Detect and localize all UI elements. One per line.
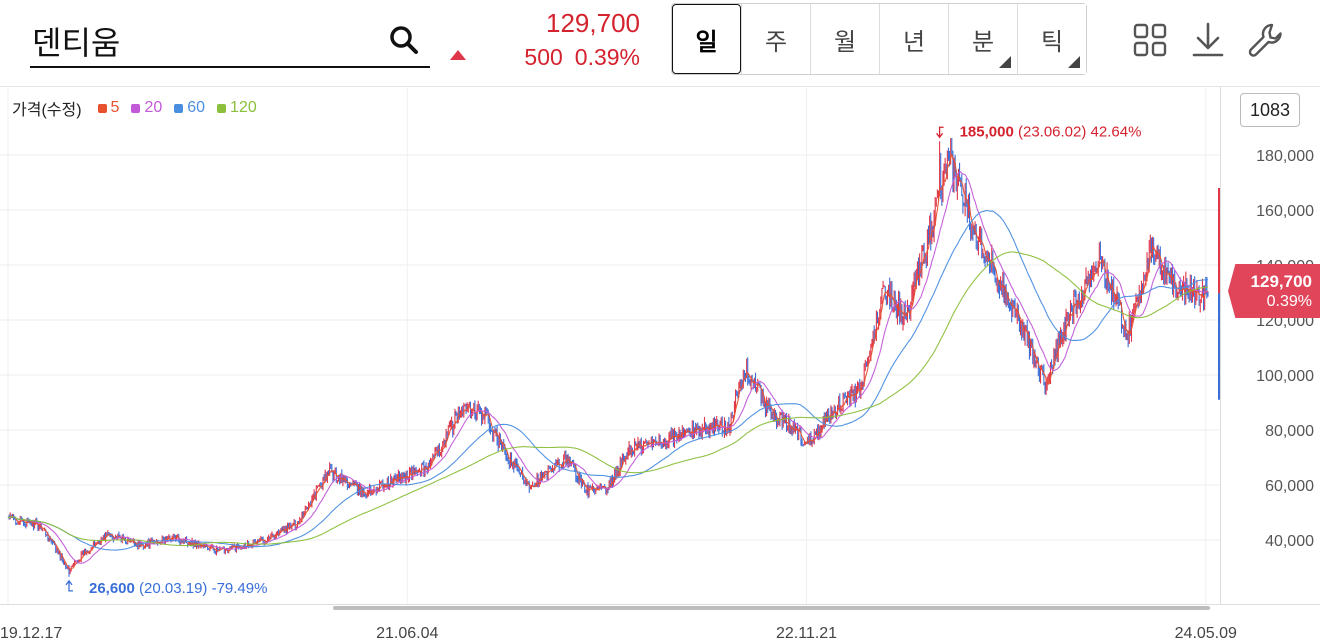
submenu-corner-icon — [999, 56, 1011, 68]
period-label: 월 — [833, 27, 857, 56]
high-annotation: 185,000 (23.06.02) 42.64% — [960, 123, 1142, 140]
period-label: 일 — [695, 27, 718, 56]
y-tick-label: 100,000 — [1256, 368, 1314, 385]
y-tick-label: 80,000 — [1265, 423, 1314, 440]
period-tab-week[interactable]: 주 — [741, 4, 810, 74]
period-selector: 일 주 월 년 분 틱 — [671, 3, 1087, 75]
x-tick-label: 19.12.17 — [0, 625, 62, 641]
moving-average-20 — [7, 171, 1209, 564]
x-tick-label: 24.05.09 — [1175, 625, 1237, 641]
legend-item-ma120[interactable]: 120 — [217, 99, 257, 117]
legend-label: 60 — [187, 99, 206, 116]
period-label: 틱 — [1040, 27, 1064, 56]
low-marker-arrow — [65, 579, 73, 592]
search-icon[interactable] — [388, 24, 420, 56]
price-tag-percent: 0.39% — [1266, 293, 1312, 310]
period-tab-year[interactable]: 년 — [879, 4, 948, 74]
stock-search-field[interactable]: 덴티움 — [30, 14, 430, 68]
y-tick-label: 180,000 — [1256, 148, 1314, 165]
high-detail: (23.06.02) 42.64% — [1018, 123, 1141, 140]
low-value: 26,600 — [89, 580, 139, 597]
legend-label: 120 — [230, 99, 257, 116]
legend-item-ma20[interactable]: 20 — [131, 99, 162, 117]
low-detail: (20.03.19) -79.49% — [139, 580, 267, 597]
grid-icon[interactable] — [1130, 20, 1170, 60]
moving-average-60 — [7, 209, 1209, 551]
current-price: 129,700 — [546, 8, 640, 38]
price-chart[interactable]: 40,00060,00080,000100,000120,000140,0001… — [0, 86, 1320, 641]
y-tick-label: 60,000 — [1265, 478, 1314, 495]
high-value: 185,000 — [960, 123, 1018, 140]
wrench-icon[interactable] — [1246, 20, 1286, 60]
period-tab-minute[interactable]: 분 — [948, 4, 1017, 74]
chart-legend: 가격(수정) 5 20 60 120 — [12, 96, 269, 120]
legend-item-ma60[interactable]: 60 — [174, 99, 205, 117]
price-up-arrow-icon — [450, 50, 466, 60]
period-label: 년 — [902, 27, 926, 56]
low-annotation: 26,600 (20.03.19) -79.49% — [89, 580, 267, 597]
moving-average-5 — [7, 154, 1209, 570]
legend-swatch — [174, 103, 184, 113]
legend-swatch — [131, 103, 141, 113]
x-tick-label: 22.11.21 — [776, 625, 837, 641]
legend-swatch — [97, 103, 107, 113]
download-icon[interactable] — [1188, 20, 1228, 60]
period-label: 분 — [971, 27, 995, 56]
moving-average-120 — [7, 251, 1209, 547]
horizontal-scrollbar — [333, 606, 1210, 610]
y-tick-label: 40,000 — [1265, 533, 1314, 550]
legend-label: 20 — [144, 99, 163, 116]
period-tab-day[interactable]: 일 — [672, 4, 741, 74]
current-price-tag: 129,700 0.39% — [1228, 264, 1320, 318]
top-bar: 덴티움 129,700 500 0.39% 일 주 월 년 분 틱 — [0, 0, 1320, 87]
legend-swatch — [217, 103, 227, 113]
change-percent: 0.39% — [574, 44, 640, 70]
high-marker-arrow — [936, 126, 944, 139]
stock-name: 덴티움 — [32, 24, 121, 62]
legend-label: 5 — [110, 99, 120, 116]
candle-count-box[interactable]: 1083 — [1240, 93, 1300, 127]
legend-item-ma5[interactable]: 5 — [97, 99, 120, 117]
price-change: 500 0.39% — [512, 44, 640, 71]
price-tag-price: 129,700 — [1250, 272, 1312, 291]
change-amount: 500 — [524, 44, 563, 70]
legend-price-label: 가격(수정) — [12, 102, 82, 119]
period-tab-tick[interactable]: 틱 — [1017, 4, 1086, 74]
period-tab-month[interactable]: 월 — [810, 4, 879, 74]
submenu-corner-icon — [1068, 56, 1080, 68]
period-label: 주 — [764, 27, 788, 56]
x-tick-label: 21.06.04 — [376, 625, 438, 641]
y-tick-label: 160,000 — [1256, 203, 1314, 220]
